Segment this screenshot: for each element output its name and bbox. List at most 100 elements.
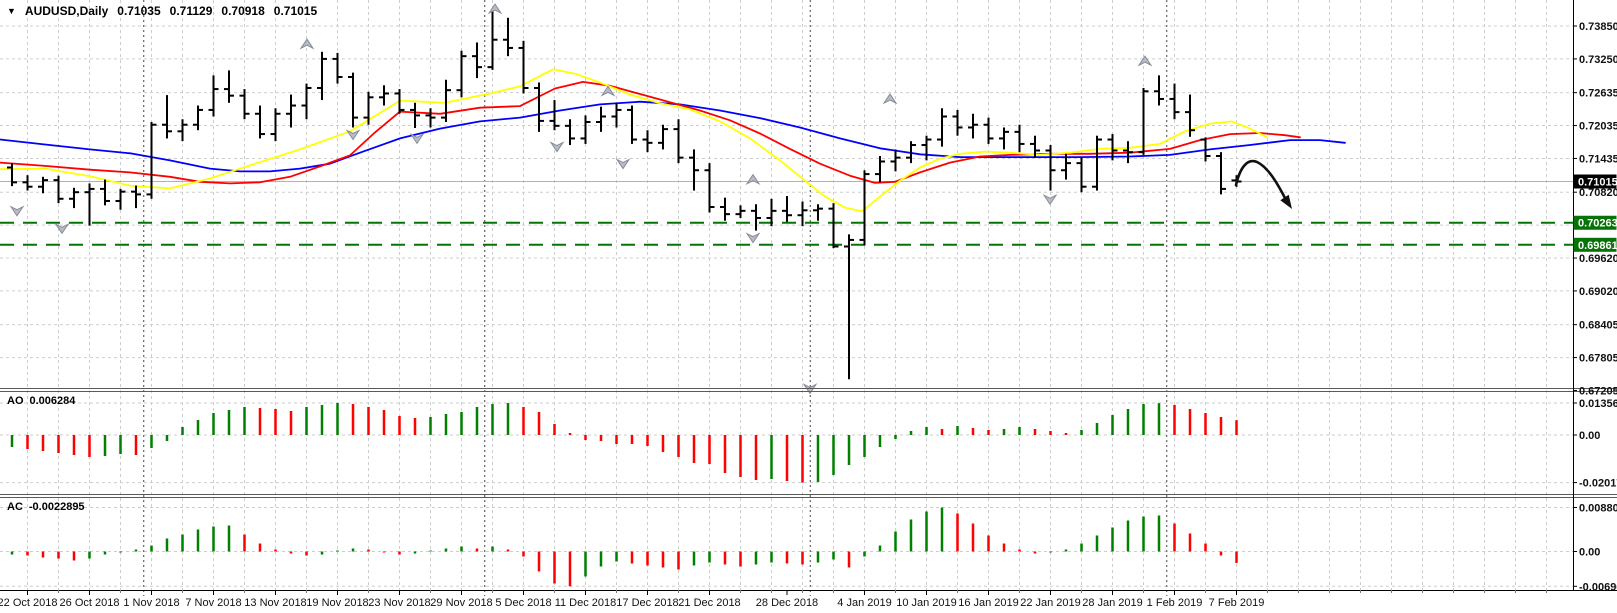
ohlc-bar [38, 176, 48, 194]
quote-low: 0.70918 [221, 4, 265, 18]
ao-panel-title: AO 0.006284 [7, 395, 75, 407]
quote-open: 0.71035 [117, 4, 161, 18]
ohlc-bar [22, 175, 33, 191]
ohlc-bar [1169, 83, 1180, 120]
arrow-annotation[interactable] [1234, 159, 1292, 209]
date-label: 17 Dec 2018 [616, 597, 678, 609]
ohlc-bar [518, 40, 529, 94]
ohlc-bar [441, 79, 451, 122]
ao-axis-label: 0.00 [1579, 430, 1600, 442]
price-axis-label: 0.68405 [1579, 320, 1617, 332]
fractal-down-icon [54, 223, 70, 235]
symbol-period-label: AUDUSD,Daily [24, 4, 109, 18]
ac-histogram [10, 507, 1238, 587]
drawn-arrow-curve[interactable] [1234, 159, 1289, 204]
date-label: 28 Jan 2019 [1082, 597, 1143, 609]
date-label: 16 Jan 2019 [958, 597, 1019, 609]
ohlc-bar [565, 119, 575, 146]
alligator-lips-line [0, 68, 1268, 213]
ohlc-bar [1154, 75, 1164, 106]
ohlc-bar [425, 108, 436, 128]
ohlc-bar [348, 72, 358, 128]
ohlc-bar [239, 89, 250, 120]
date-label: 7 Feb 2019 [1209, 597, 1265, 609]
quote-close: 0.71015 [273, 4, 318, 18]
price-axis-label: 0.67205 [1579, 385, 1617, 397]
drawn-arrow-head[interactable] [1280, 194, 1292, 209]
ohlc-bar [503, 17, 513, 57]
date-label: 28 Dec 2018 [756, 597, 818, 609]
ohlc-bar [255, 105, 265, 139]
ohlc-bar [782, 196, 792, 222]
ao-axis-label: 0.01356 [1579, 398, 1617, 410]
ohlc-bar [720, 197, 730, 221]
price-axis-label: 0.72635 [1579, 88, 1617, 100]
ohlc-bar [487, 9, 498, 70]
ohlc-bar [286, 94, 296, 128]
price-axis-label: 0.67805 [1579, 353, 1617, 365]
ohlc-bar [332, 52, 343, 84]
svg-text:0.71015: 0.71015 [1578, 177, 1617, 189]
date-label: 5 Dec 2018 [495, 597, 551, 609]
ac-indicator-name: AC [7, 501, 23, 513]
date-label: 7 Nov 2018 [185, 597, 241, 609]
alligator-jaw-line [0, 100, 1346, 173]
date-label: 21 Dec 2018 [678, 597, 740, 609]
ohlc-bar [1107, 134, 1118, 161]
fractal-down-icon [1042, 193, 1058, 206]
symbol-quote-header: ▼ AUDUSD,Daily 0.71035 0.71129 0.70918 0… [7, 4, 317, 18]
fractal-down-icon [745, 232, 761, 244]
svg-text:0.69861: 0.69861 [1578, 240, 1617, 252]
collapse-triangle-icon[interactable]: ▼ [7, 5, 16, 16]
ohlc-bar [472, 42, 482, 79]
ac-axis-label: 0.00 [1579, 547, 1600, 559]
support-lines[interactable] [0, 221, 1573, 246]
alligator-teeth-line [0, 81, 1301, 185]
current-price-badge: 0.71015 [1573, 174, 1617, 189]
ohlc-bar [611, 102, 622, 128]
ohlc-bar [193, 105, 203, 131]
ohlc-bar [906, 141, 916, 164]
time-axis[interactable]: 22 Oct 2018 26 Oct 2018 1 Nov 2018 7 Nov 20… [0, 590, 1547, 609]
price-axis-label: 0.71435 [1579, 153, 1617, 165]
ohlc-bar [1138, 87, 1149, 155]
ohlc-bar [7, 163, 17, 187]
date-label: 22 Oct 2018 [0, 597, 57, 609]
ohlc-bar [1014, 124, 1025, 153]
ohlc-bar [1216, 152, 1226, 195]
ohlc-bar [999, 127, 1009, 150]
ohlc-bar [534, 82, 544, 132]
fractal-arrows [9, 3, 1153, 395]
price-axis-label: 0.70820 [1579, 187, 1617, 199]
horizontal-gridlines [0, 25, 1573, 587]
ohlc-bar [673, 119, 684, 164]
ohlc-bar [162, 95, 172, 139]
ohlc-bar [1045, 145, 1056, 191]
ohlc-bar [828, 203, 839, 249]
ohlc-bar [1200, 137, 1211, 162]
ohlc-bar [549, 100, 560, 131]
date-label: 1 Feb 2019 [1147, 597, 1203, 609]
month-separators [143, 0, 1168, 596]
price-axis-label: 0.69620 [1579, 253, 1617, 265]
support-level-badge: 0.70263 [1573, 215, 1617, 230]
date-label: 13 Nov 2018 [244, 597, 306, 609]
price-axis-label: 0.73850 [1579, 21, 1617, 33]
price-axis[interactable]: 0.73850 0.73250 0.72635 0.72035 0.71435 0.708… [1573, 21, 1617, 593]
ohlc-bar [1123, 141, 1133, 164]
vertical-gridlines [27, 0, 1547, 590]
ohlc-bar [1092, 135, 1102, 191]
date-label: 11 Dec 2018 [555, 597, 617, 609]
ohlc-bar [968, 113, 978, 139]
svg-text:0.70263: 0.70263 [1578, 218, 1617, 230]
price-bars [7, 9, 1242, 380]
fractal-down-icon [409, 133, 425, 145]
ohlc-bar [456, 50, 467, 98]
fractal-down-icon [345, 129, 361, 141]
date-label: 29 Nov 2018 [430, 597, 492, 609]
ohlc-bar [1185, 94, 1195, 137]
ohlc-bar [921, 135, 932, 161]
ohlc-bar [115, 188, 126, 210]
